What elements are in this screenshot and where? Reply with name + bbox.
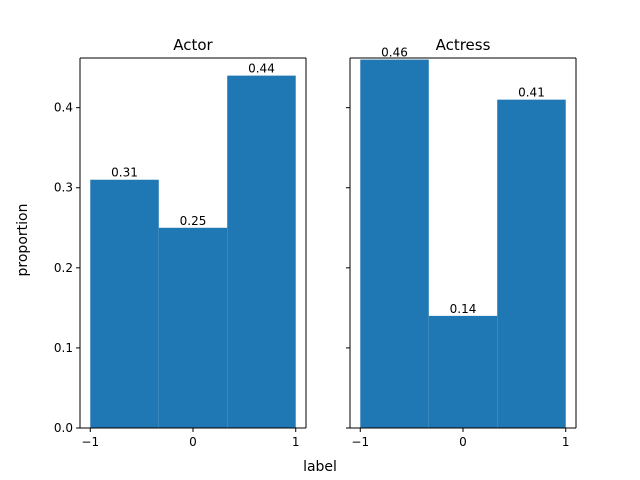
bar: [497, 99, 566, 429]
bar: [360, 59, 429, 428]
y-tick-label: 0.2: [54, 261, 73, 275]
y-tick-label: 0.1: [54, 341, 73, 355]
shared-y-axis-label: proportion: [15, 204, 31, 277]
y-tick-label: 0.3: [54, 181, 73, 195]
x-tick-label: 1: [562, 435, 570, 449]
y-tick-label: 0.0: [54, 421, 73, 435]
subplot-title: Actress: [436, 36, 491, 54]
x-tick-label: −1: [351, 435, 369, 449]
subplot-title: Actor: [173, 36, 213, 54]
bar-value-label: 0.44: [248, 62, 275, 76]
bar-value-label: 0.46: [381, 46, 408, 60]
subplot-1: 0.31 0.25 0.44 −1 0 1 0.0 0.1 0.2 0.3 0.4 Actor: [54, 36, 307, 449]
bar: [90, 179, 159, 428]
shared-x-axis-label: label: [303, 459, 337, 475]
bar-value-label: 0.41: [518, 86, 545, 100]
bar: [227, 75, 296, 429]
bar: [428, 315, 498, 428]
bar-value-label: 0.14: [450, 302, 477, 316]
subplot-2: 0.46 0.14 0.41 −1 0 1 Actress: [346, 36, 577, 449]
x-tick-label: −1: [81, 435, 99, 449]
panels: 0.31 0.25 0.44 −1 0 1 0.0 0.1 0.2 0.3 0.4 Actor 0.46…: [54, 36, 577, 449]
y-tick-label: 0.4: [54, 101, 73, 115]
x-tick-label: 0: [459, 435, 467, 449]
x-tick-label: 1: [292, 435, 300, 449]
bar: [158, 227, 228, 428]
x-tick-label: 0: [189, 435, 197, 449]
bar-value-label: 0.25: [180, 214, 207, 228]
bar-value-label: 0.31: [111, 166, 138, 180]
